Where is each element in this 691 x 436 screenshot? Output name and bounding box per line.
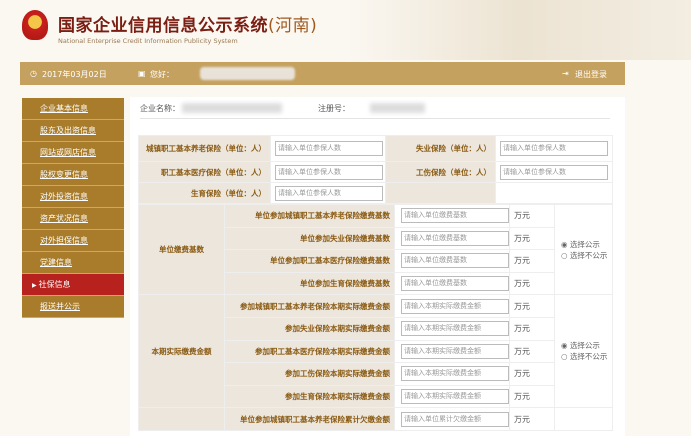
group-label: 单位缴费基数 — [138, 203, 225, 296]
company-name-label: 企业名称： — [140, 104, 180, 113]
input-placeholder: 请输入单位参保人数 — [278, 167, 341, 176]
insured-label: 失业保险（单位：人） — [385, 135, 496, 162]
input-placeholder: 请输入本期实际缴费金额 — [404, 301, 481, 310]
site-subtitle: National Enterprise Credit Information P… — [58, 37, 238, 45]
contribution-table: 单位缴费基数 单位参加城镇职工基本养老保险缴费基数 请输入单位缴费基数 万元 ◉ 选择公… — [138, 203, 613, 431]
radio-public[interactable]: ◉ 选择公示 — [561, 239, 600, 249]
input-placeholder: 请输入本期实际缴费金额 — [404, 392, 481, 401]
unit-label: 万元 — [509, 204, 555, 228]
radio-public[interactable]: ◉ 选择公示 — [561, 341, 600, 351]
group-label: 本期实际缴费金额 — [138, 294, 225, 409]
sidebar-item[interactable]: 资产状况信息 — [22, 208, 124, 230]
field-label: 参加生育保险本期实际缴费金额 — [224, 384, 395, 409]
national-emblem-icon — [22, 10, 48, 40]
text-input[interactable]: 请输入单位缴费基数 — [401, 208, 509, 224]
reg-number-label: 注册号： — [318, 104, 350, 113]
sidebar-item[interactable]: ▶ 社保信息 — [22, 274, 124, 296]
input-placeholder: 请输入单位参保人数 — [503, 144, 566, 152]
unit-label: 万元 — [509, 384, 555, 409]
sidebar-item[interactable]: 股权变更信息 — [22, 164, 124, 186]
text-input[interactable]: 请输入本期实际缴费金额 — [401, 298, 509, 314]
field-label: 参加城镇职工基本养老保险本期实际缴费金额 — [224, 294, 395, 318]
field-label: 单位参加职工基本医疗保险缴费基数 — [224, 249, 395, 273]
input-placeholder: 请输入单位缴费基数 — [404, 279, 467, 288]
sidebar-item[interactable]: 股东及出资信息 — [22, 120, 124, 142]
text-input[interactable]: 请输入单位参保人数 — [275, 185, 383, 201]
sidebar-item[interactable]: 企业基本信息 — [22, 98, 124, 120]
greeting: 您好： — [150, 70, 174, 79]
top-bar: ◷ 2017年03月02日 ▣ 您好： ⇥ 退出登录 — [20, 62, 625, 85]
sidebar-item[interactable]: 对外担保信息 — [22, 230, 124, 252]
insured-label: 工伤保险（单位：人） — [385, 161, 496, 183]
input-placeholder: 请输入本期实际缴费金额 — [404, 346, 481, 355]
input-placeholder: 请输入单位缴费基数 — [404, 256, 467, 265]
field-label: 单位参加失业保险缴费基数 — [224, 226, 395, 251]
input-placeholder: 请输入单位累计欠缴金额 — [404, 414, 481, 423]
input-placeholder: 请输入单位参保人数 — [278, 188, 341, 197]
site-header: 国家企业信用信息公示系统(河南) National Enterprise Cre… — [0, 0, 691, 60]
sidebar-item[interactable]: 报送并公示 — [22, 296, 124, 318]
input-placeholder: 请输入本期实际缴费金额 — [404, 369, 481, 378]
unit-label: 万元 — [509, 294, 555, 318]
text-input[interactable]: 请输入本期实际缴费金额 — [401, 343, 509, 359]
unit-label: 万元 — [509, 249, 555, 273]
field-label: 参加失业保险本期实际缴费金额 — [224, 316, 395, 341]
field-label: 单位参加城镇职工基本养老保险缴费基数 — [224, 204, 395, 228]
input-placeholder: 请输入单位参保人数 — [503, 167, 566, 176]
company-info-row: 企业名称： 注册号： — [140, 103, 610, 119]
input-placeholder: 请输入单位参保人数 — [278, 144, 341, 152]
sidebar-item[interactable]: 网站或网店信息 — [22, 142, 124, 164]
unit-label: 万元 — [509, 407, 555, 431]
sidebar-item-label: 社保信息 — [38, 280, 71, 289]
field-label: 单位参加城镇职工基本养老保险累计欠缴金额 — [224, 407, 395, 431]
radio-private[interactable]: ○ 选择不公示 — [561, 250, 608, 260]
unit-label: 万元 — [509, 226, 555, 251]
arrow-icon: ▶ — [32, 282, 39, 289]
logout-icon[interactable]: ⇥ — [562, 69, 569, 78]
text-input[interactable]: 请输入单位参保人数 — [275, 141, 383, 156]
text-input[interactable]: 请输入本期实际缴费金额 — [401, 321, 509, 337]
text-input[interactable]: 请输入单位缴费基数 — [401, 230, 509, 246]
insured-label: 职工基本医疗保险（单位：人） — [138, 161, 271, 183]
field-label: 单位参加生育保险缴费基数 — [224, 271, 395, 296]
unit-label: 万元 — [509, 339, 555, 364]
user-icon: ▣ — [138, 69, 146, 78]
current-date: 2017年03月02日 — [42, 70, 107, 79]
field-label: 参加工伤保险本期实际缴费金额 — [224, 362, 395, 386]
main-panel: 企业名称： 注册号： 城镇职工基本养老保险（单位：人） 请输入单位参保人数 失业保险… — [130, 97, 625, 436]
logout-link[interactable]: 退出登录 — [575, 70, 607, 79]
insured-label: 城镇职工基本养老保险（单位：人） — [138, 135, 271, 162]
input-placeholder: 请输入单位缴费基数 — [404, 233, 467, 242]
input-placeholder: 请输入本期实际缴费金额 — [404, 324, 481, 333]
unit-label: 万元 — [509, 362, 555, 386]
field-label: 参加职工基本医疗保险本期实际缴费金额 — [224, 339, 395, 364]
radio-private[interactable]: ○ 选择不公示 — [561, 352, 608, 362]
insured-count-table: 城镇职工基本养老保险（单位：人） 请输入单位参保人数 失业保险（单位：人） 请输入单位… — [138, 135, 613, 204]
sidebar-item[interactable]: 对外投资信息 — [22, 186, 124, 208]
clock-icon: ◷ — [30, 69, 37, 78]
text-input[interactable]: 请输入单位参保人数 — [500, 141, 608, 156]
site-title: 国家企业信用信息公示系统(河南) — [58, 16, 318, 36]
sidebar-item[interactable]: 党建信息 — [22, 252, 124, 274]
text-input[interactable]: 请输入单位缴费基数 — [401, 276, 509, 292]
input-placeholder: 请输入单位缴费基数 — [404, 211, 467, 220]
redacted-reg-number — [370, 103, 425, 113]
text-input[interactable]: 请输入本期实际缴费金额 — [401, 389, 509, 405]
text-input[interactable]: 请输入单位缴费基数 — [401, 253, 509, 269]
redacted-username — [200, 67, 295, 80]
group-label — [138, 407, 225, 431]
text-input[interactable]: 请输入单位参保人数 — [500, 164, 608, 180]
insured-label: 生育保险（单位：人） — [138, 182, 271, 204]
unit-label: 万元 — [509, 316, 555, 341]
sidebar: 企业基本信息 股东及出资信息 网站或网店信息 股权变更信息 对外投资信息 资产状况信息 对外… — [22, 98, 124, 318]
text-input[interactable]: 请输入单位参保人数 — [275, 164, 383, 180]
text-input[interactable]: 请输入本期实际缴费金额 — [401, 366, 509, 382]
text-input[interactable]: 请输入单位累计欠缴金额 — [401, 411, 509, 427]
unit-label: 万元 — [509, 271, 555, 296]
redacted-company-name — [182, 103, 282, 113]
